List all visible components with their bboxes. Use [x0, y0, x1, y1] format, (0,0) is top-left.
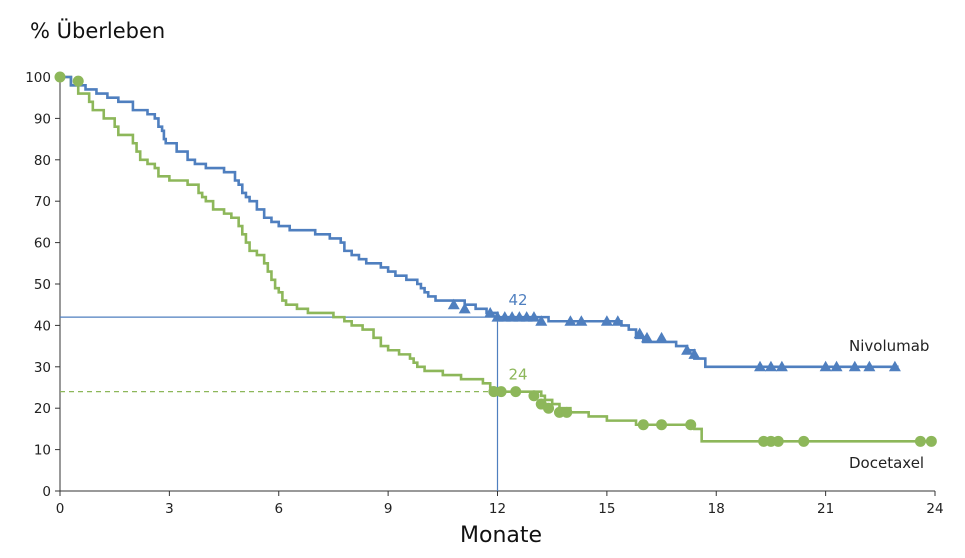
censor-marker-docetaxel [637, 419, 649, 431]
x-tick-label: 24 [926, 501, 943, 517]
series-label-docetaxel: Docetaxel [849, 454, 924, 472]
censor-marker-docetaxel [798, 435, 810, 447]
x-tick-label: 21 [817, 501, 834, 517]
censor-marker-docetaxel [495, 386, 507, 398]
censor-marker-nivolumab [754, 360, 766, 372]
censor-marker-nivolumab [681, 344, 694, 355]
survival-curve-docetaxel [60, 75, 928, 443]
y-tick-label: 40 [34, 318, 51, 334]
censor-marker-nivolumab [775, 360, 788, 372]
y-tick-label: 10 [34, 443, 51, 459]
x-tick-label: 12 [489, 501, 506, 517]
censor-marker-nivolumab [633, 327, 646, 339]
censor-marker-docetaxel [54, 71, 66, 83]
censor-marker-nivolumab [819, 360, 832, 372]
y-tick-label: 50 [34, 277, 51, 293]
x-tick-label: 9 [384, 501, 393, 517]
censor-marker-docetaxel [925, 435, 937, 447]
censor-marker-docetaxel [772, 435, 784, 447]
censor-marker-nivolumab [688, 348, 701, 359]
censor-marker-nivolumab [564, 315, 577, 326]
censor-marker-nivolumab [527, 311, 540, 322]
censor-marker-nivolumab [888, 360, 901, 372]
x-tick-label: 6 [274, 501, 283, 517]
x-tick-label: 3 [165, 501, 174, 517]
y-tick-label: 80 [34, 153, 51, 169]
censor-marker-nivolumab [535, 315, 548, 326]
survival-curve-nivolumab [60, 75, 899, 369]
censor-marker-nivolumab [830, 360, 843, 372]
censor-marker-docetaxel [656, 419, 668, 431]
censor-marker-nivolumab [848, 360, 861, 372]
y-axis-title: % Überleben [30, 19, 166, 43]
y-tick-label: 90 [34, 111, 51, 127]
censor-marker-docetaxel [510, 386, 522, 398]
annotation-nivolumab-12-month: 42 [509, 291, 528, 309]
y-tick-label: 70 [34, 194, 51, 210]
censor-marker-nivolumab [458, 302, 471, 314]
censor-marker-docetaxel [685, 419, 697, 431]
censor-marker-docetaxel [528, 390, 540, 402]
annotation-docetaxel-12-month: 24 [509, 366, 528, 384]
censor-marker-nivolumab [575, 315, 588, 326]
x-tick-label: 0 [56, 501, 65, 517]
series-label-nivolumab: Nivolumab [849, 337, 929, 355]
x-tick-label: 18 [708, 501, 725, 517]
censor-marker-nivolumab [447, 298, 460, 310]
censor-marker-nivolumab [764, 360, 777, 372]
censor-marker-docetaxel [914, 435, 926, 447]
x-axis-title: Monate [460, 523, 543, 548]
y-tick-label: 100 [25, 70, 51, 86]
x-tick-label: 15 [598, 501, 615, 517]
censor-marker-docetaxel [543, 402, 555, 414]
censor-marker-nivolumab [484, 306, 497, 318]
y-tick-label: 0 [42, 484, 51, 500]
censor-marker-nivolumab [655, 331, 668, 343]
censor-marker-docetaxel [561, 406, 573, 418]
censor-marker-nivolumab [863, 360, 876, 372]
censor-marker-nivolumab [600, 315, 613, 326]
censor-marker-nivolumab [640, 331, 653, 343]
y-tick-label: 60 [34, 236, 51, 252]
censor-marker-nivolumab [611, 315, 624, 326]
y-tick-label: 20 [34, 401, 51, 417]
y-tick-label: 30 [34, 360, 51, 376]
censor-marker-docetaxel [72, 75, 84, 87]
